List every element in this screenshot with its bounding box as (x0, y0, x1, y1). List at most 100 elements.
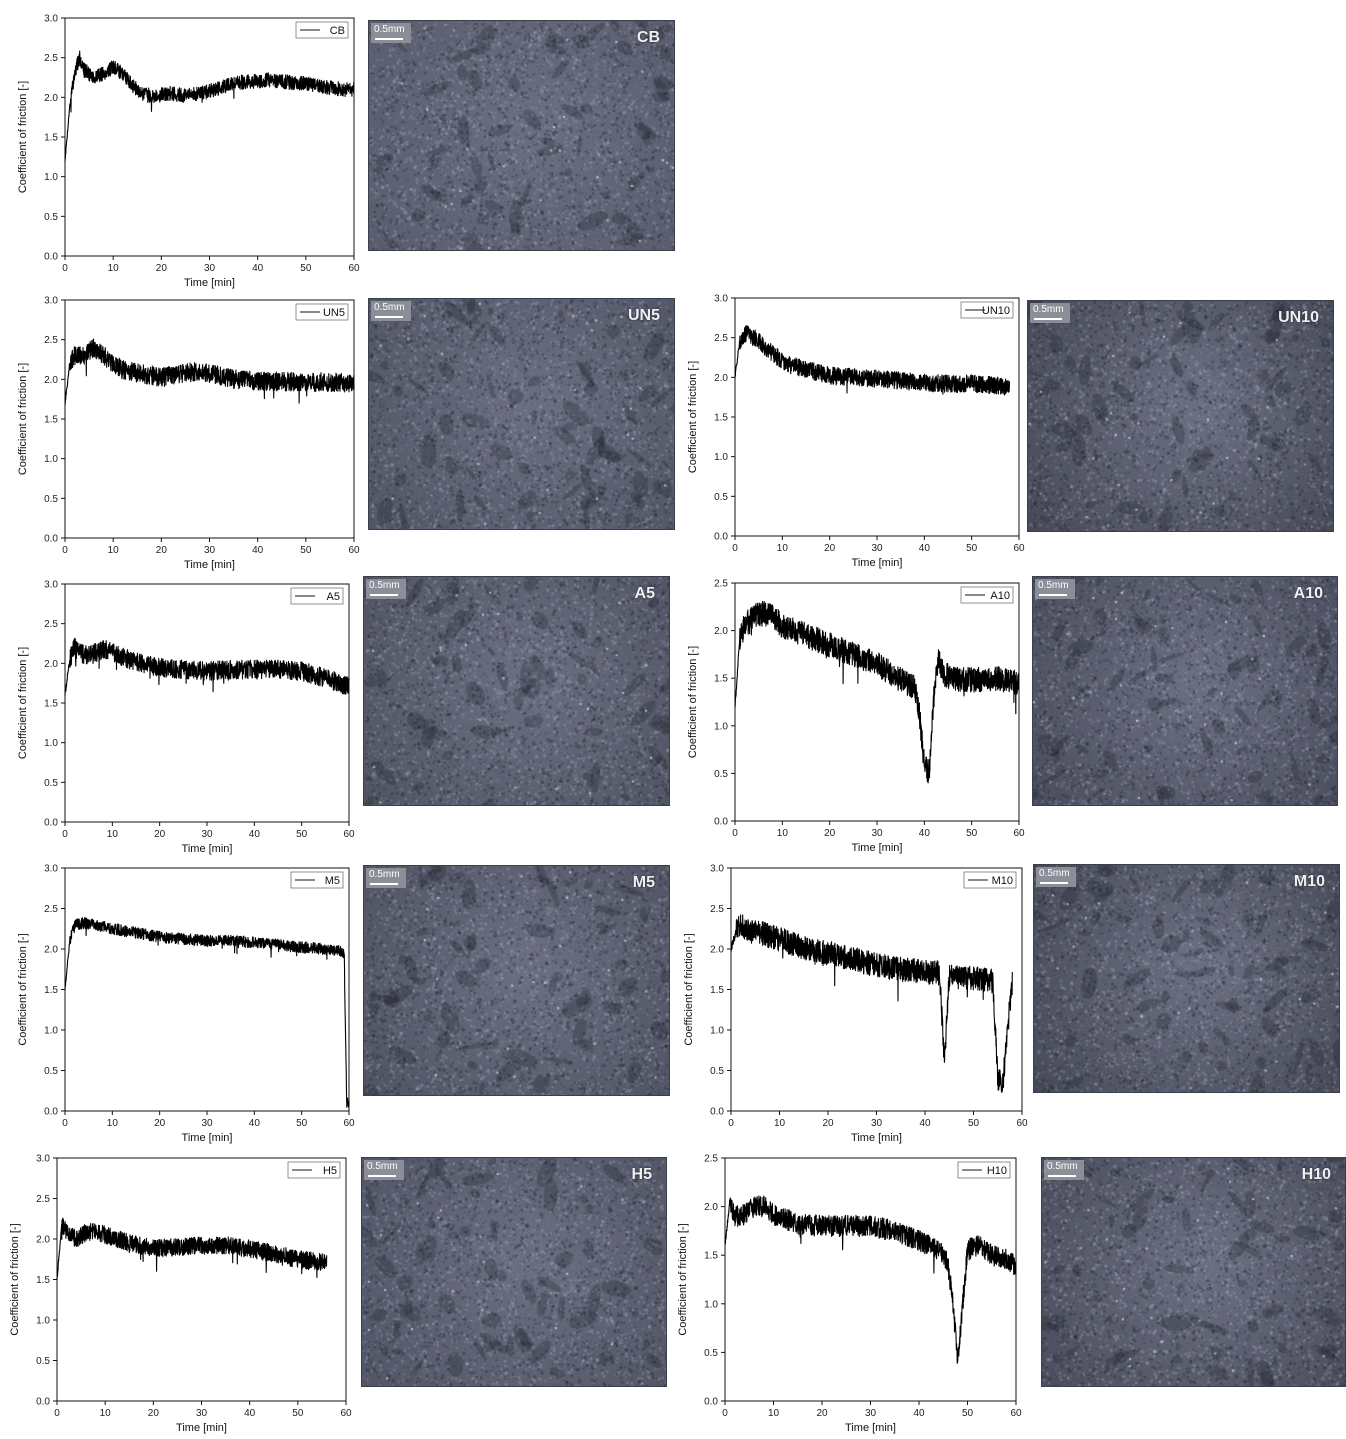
x-tick-label: 40 (252, 263, 264, 274)
legend-label: UN5 (323, 307, 345, 319)
scale-bar (1039, 594, 1067, 596)
y-tick-label: 2.0 (704, 1202, 718, 1213)
x-tick-label: 0 (62, 263, 68, 274)
x-tick-label: 20 (156, 263, 168, 274)
y-tick-label: 2.0 (44, 945, 58, 956)
y-tick-label: 0.5 (44, 212, 58, 223)
x-tick-label: 10 (107, 829, 119, 840)
x-tick-label: 10 (774, 1118, 786, 1129)
micrograph-label: UN5 (627, 307, 660, 324)
y-tick-label: 2.0 (714, 626, 728, 637)
y-tick-label: 3.0 (36, 1154, 50, 1165)
x-tick-label: 20 (148, 1408, 160, 1419)
scale-bar-label: 0.5mm (1033, 304, 1064, 315)
x-axis-label: Time [min] (851, 1132, 902, 1144)
x-axis-label: Time [min] (182, 843, 233, 855)
legend-label: M5 (325, 875, 340, 887)
chart-UN5: 0.0 0.5 1.0 1.5 2.0 2.5 3.0 0 10 20 30 40 50 60 Time [… (17, 296, 360, 572)
micrograph-UN10: 0.5mm UN10 (1027, 300, 1334, 532)
chart-A10: 0.0 0.5 1.0 1.5 2.0 2.5 0 10 20 30 40 50 60 Time [min… (687, 579, 1025, 855)
micrograph-H5: 0.5mm H5 (361, 1157, 667, 1387)
series-line (734, 325, 1011, 396)
scale-bar-box: 0.5mm (1036, 867, 1076, 887)
x-tick-label: 50 (962, 1408, 974, 1419)
micrograph-H10: 0.5mm H10 (1041, 1157, 1346, 1387)
y-tick-label: 1.5 (44, 699, 58, 710)
plot-frame (56, 1157, 347, 1402)
y-axis-label: Coefficient of friction [-] (9, 1223, 21, 1335)
legend-box (960, 301, 1014, 319)
x-tick-label: 40 (919, 1118, 931, 1129)
x-tick-label: 40 (913, 1408, 925, 1419)
micrograph-A10: 0.5mm A10 (1032, 576, 1338, 806)
series-line (730, 914, 1013, 1094)
micrograph-A5: 0.5mm A5 (363, 576, 670, 806)
plot-frame (734, 297, 1020, 537)
legend-box (290, 871, 344, 889)
x-tick-label: 10 (777, 543, 789, 554)
y-axis-label: Coefficient of friction [-] (677, 1223, 689, 1335)
x-tick-label: 60 (348, 545, 360, 556)
x-axis-label: Time [min] (184, 277, 235, 289)
y-tick-label: 1.5 (704, 1251, 718, 1262)
x-tick-label: 50 (966, 543, 978, 554)
y-tick-label: 1.0 (714, 721, 728, 732)
y-tick-label: 0.5 (714, 769, 728, 780)
chart-M5: 0.0 0.5 1.0 1.5 2.0 2.5 3.0 0 10 20 30 40 50 60 Time [… (17, 864, 355, 1145)
plot-frame (64, 583, 350, 823)
plot-frame (724, 1157, 1017, 1402)
x-tick-label: 40 (249, 1118, 261, 1129)
x-tick-label: 60 (1013, 543, 1025, 554)
x-tick-label: 20 (824, 828, 836, 839)
x-tick-label: 0 (62, 545, 68, 556)
scale-bar-label: 0.5mm (369, 580, 400, 591)
x-tick-label: 50 (300, 263, 312, 274)
y-tick-label: 1.5 (714, 413, 728, 424)
micrograph-texture (364, 866, 669, 1095)
chart-CB: 0.0 0.5 1.0 1.5 2.0 2.5 3.0 0 10 20 30 40 50 60 Time [… (17, 14, 360, 290)
y-tick-label: 2.5 (714, 579, 728, 590)
scale-bar (1048, 1175, 1076, 1177)
scale-bar-box: 0.5mm (371, 301, 411, 321)
x-axis-label: Time [min] (852, 557, 903, 569)
x-tick-label: 60 (340, 1408, 352, 1419)
y-tick-label: 0.0 (44, 252, 58, 263)
legend-box (960, 586, 1014, 604)
y-tick-label: 0.0 (710, 1107, 724, 1118)
y-tick-label: 1.5 (714, 674, 728, 685)
x-tick-label: 50 (292, 1408, 304, 1419)
x-tick-label: 10 (777, 828, 789, 839)
scale-bar-box: 0.5mm (1030, 303, 1070, 323)
y-tick-label: 0.5 (44, 778, 58, 789)
micrograph-label: A10 (1293, 585, 1323, 602)
scale-bar-box: 0.5mm (366, 579, 406, 599)
chart-M10: 0.0 0.5 1.0 1.5 2.0 2.5 3.0 0 10 20 30 40 50 60 Time [… (683, 864, 1028, 1145)
x-tick-label: 0 (722, 1408, 728, 1419)
scale-bar-box: 0.5mm (371, 23, 411, 43)
x-tick-label: 20 (816, 1408, 828, 1419)
y-tick-label: 3.0 (44, 580, 58, 591)
y-tick-label: 3.0 (710, 864, 724, 875)
y-axis-label: Coefficient of friction [-] (687, 361, 699, 473)
x-tick-label: 20 (824, 543, 836, 554)
y-tick-label: 1.0 (36, 1316, 50, 1327)
x-tick-label: 50 (966, 828, 978, 839)
legend-label: M10 (992, 875, 1013, 887)
chart-UN10: 0.0 0.5 1.0 1.5 2.0 2.5 3.0 0 10 20 30 40 50 60 Time [… (687, 294, 1025, 570)
x-tick-label: 60 (1013, 828, 1025, 839)
x-tick-label: 20 (154, 1118, 166, 1129)
legend-label: H10 (987, 1165, 1007, 1177)
series-line (64, 917, 350, 1108)
y-tick-label: 1.0 (44, 454, 58, 465)
scale-bar-label: 0.5mm (1039, 868, 1070, 879)
series-line (724, 1195, 1017, 1364)
y-tick-label: 2.0 (44, 93, 58, 104)
y-tick-label: 3.0 (44, 14, 58, 25)
micrograph-texture (369, 299, 674, 529)
scale-bar-label: 0.5mm (374, 24, 405, 35)
micrograph-label: CB (636, 29, 660, 46)
y-tick-label: 0.0 (44, 534, 58, 545)
series-line (734, 600, 1020, 784)
y-axis-label: Coefficient of friction [-] (687, 646, 699, 758)
micrograph-UN5: 0.5mm UN5 (368, 298, 675, 530)
